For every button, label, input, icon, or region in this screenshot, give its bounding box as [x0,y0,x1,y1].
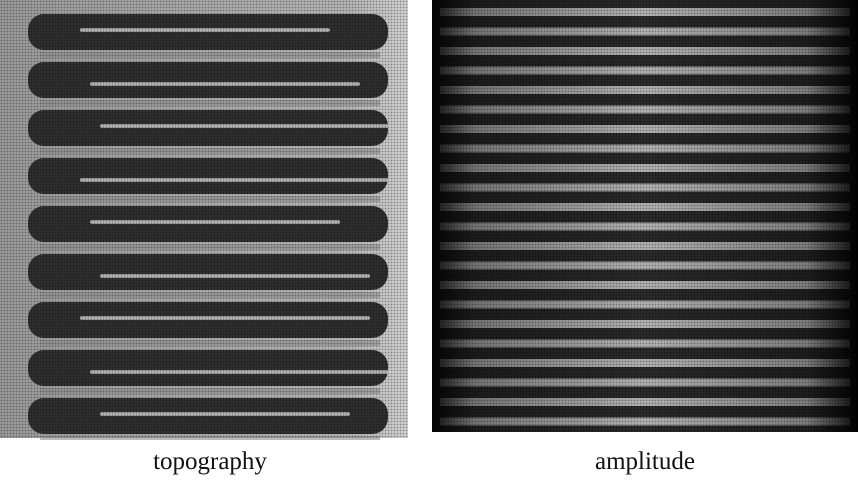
topography-image [0,0,408,440]
texture [0,0,408,438]
panel-label: topography [60,448,360,476]
texture [432,0,858,432]
figure-images [0,0,858,440]
amplitude-image [432,0,858,432]
page: topography amplitude (() => { const data… [0,0,858,482]
panel-label: amplitude [495,448,795,476]
